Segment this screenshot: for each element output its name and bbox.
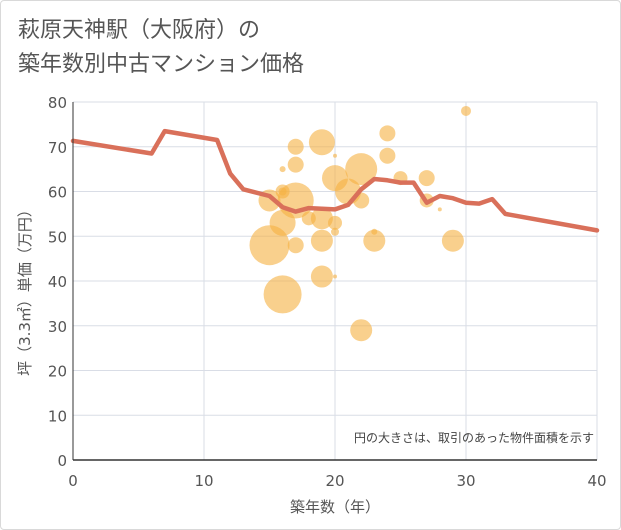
bubble-point — [379, 147, 396, 164]
bubble-point — [310, 229, 333, 252]
chart-title: 萩原天神駅（大阪府）の 築年数別中古マンション価格 — [18, 14, 304, 82]
chart-title-line-2: 築年数別中古マンション価格 — [18, 52, 305, 77]
bubble-point — [310, 265, 333, 288]
x-axis-title: 築年数（年） — [290, 498, 380, 516]
y-tick-label: 0 — [57, 452, 67, 470]
bubble-series — [249, 105, 471, 342]
average-line-series — [70, 128, 600, 233]
bubble-point — [437, 207, 442, 212]
bubble-point — [418, 170, 435, 187]
bubble-point — [363, 229, 386, 252]
axes — [72, 102, 597, 461]
bubble-point — [287, 237, 304, 254]
y-tick-label: 40 — [48, 273, 67, 291]
bubble-point — [310, 207, 333, 230]
bubble-point — [441, 229, 464, 252]
x-tick-label: 40 — [587, 472, 606, 490]
y-tick-label: 20 — [48, 363, 67, 381]
tick-labels: 0 10 20 30 40 50 60 70 80 0 10 20 30 40 — [48, 94, 607, 490]
bubble-point — [263, 275, 302, 314]
bubble-point — [287, 156, 304, 173]
y-tick-label: 80 — [48, 94, 67, 112]
bubble-point — [371, 228, 378, 235]
bubble-point — [345, 153, 378, 186]
x-tick-label: 0 — [68, 472, 78, 490]
x-tick-label: 10 — [194, 472, 213, 490]
bubble-point — [461, 105, 471, 116]
y-tick-label: 50 — [48, 228, 67, 246]
average-price-line — [70, 128, 600, 233]
bubble-size-note: 円の大きさは、取引のあった物件面積を示す — [354, 430, 594, 445]
bubble-point — [331, 227, 339, 236]
bubble-point — [287, 138, 304, 155]
y-tick-label: 10 — [48, 407, 67, 425]
y-tick-label: 70 — [48, 139, 67, 157]
x-tick-label: 20 — [325, 472, 344, 490]
bubble-point — [350, 319, 373, 342]
y-axis-title: 坪（3.3㎡）単価（万円） — [16, 202, 34, 376]
bubble-point — [333, 274, 337, 279]
x-tick-label: 30 — [456, 472, 475, 490]
y-tick-label: 60 — [48, 184, 67, 202]
grid-lines — [73, 101, 598, 460]
bubble-point — [333, 153, 337, 158]
y-tick-label: 30 — [48, 318, 67, 336]
bubble-point — [328, 215, 342, 230]
bubble-point — [279, 166, 286, 173]
bubble-point — [308, 129, 335, 156]
bubble-point — [379, 125, 396, 142]
chart-title-line-1: 萩原天神駅（大阪府）の — [18, 18, 261, 43]
